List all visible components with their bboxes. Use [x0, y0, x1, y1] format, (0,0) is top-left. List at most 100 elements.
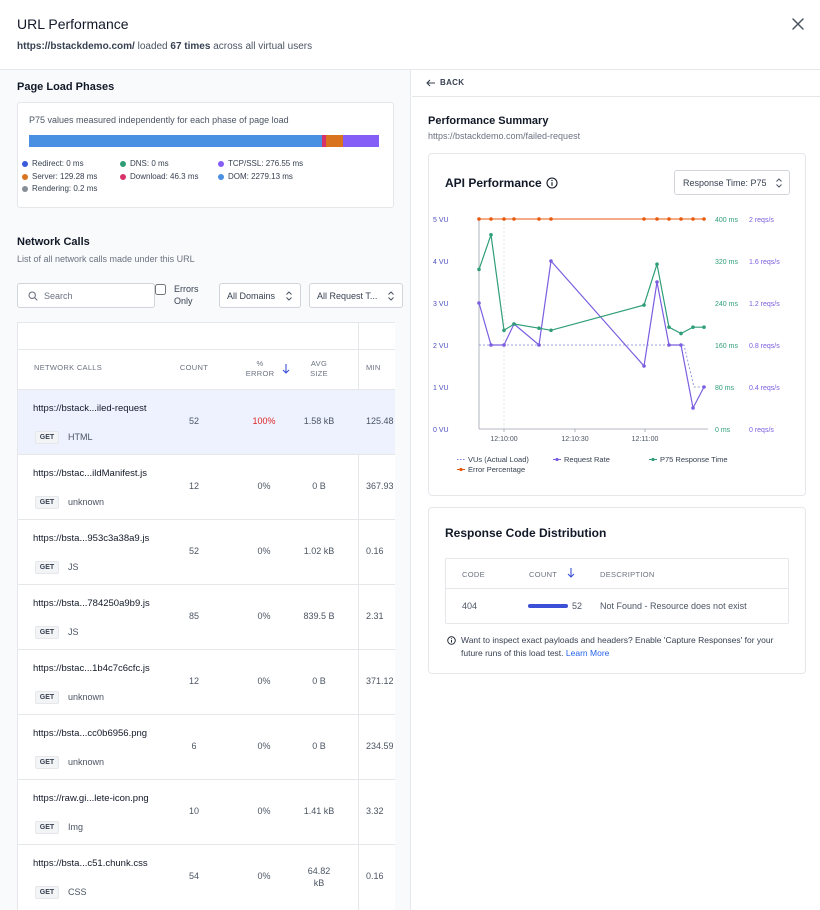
series-line-vus-actual-load- [479, 344, 704, 388]
legend-label: P75 Response Time [660, 455, 728, 464]
legend-dot [218, 173, 224, 180]
table-row[interactable]: https://bsta...c51.chunk.css GET CSS 54 0% 64… [18, 844, 395, 909]
subtitle-url: https://bstackdemo.com/ [17, 41, 135, 52]
table-row[interactable]: https://raw.gi...lete-icon.png GET Img 10 0%… [18, 779, 395, 844]
phases-card: P75 values measured independently for ea… [17, 102, 394, 208]
y-left-tick-label: 4 VU [433, 259, 449, 266]
subtitle-suffix: across all virtual users [213, 41, 313, 52]
api-performance-card: API Performance Response Time: P75 0 VU 0… [428, 153, 806, 496]
learn-more-link[interactable]: Learn More [565, 648, 610, 658]
request-type-select[interactable]: All Request T... [309, 283, 403, 308]
legend-label: Rendering: 0.2 ms [32, 184, 98, 193]
note-text: Want to inspect exact payloads and heade… [461, 635, 774, 658]
legend-label: Request Rate [564, 455, 610, 464]
close-button[interactable] [790, 16, 806, 32]
x-tick-label: 12:11:00 [632, 436, 659, 443]
phase-segment-server[interactable] [326, 135, 343, 147]
data-point [537, 343, 541, 347]
col-error-line2: ERROR [245, 369, 275, 378]
cell-count: 12 [188, 676, 199, 686]
legend-dot [120, 173, 126, 180]
method-badge: GET [35, 496, 59, 509]
cell-min: 0.16 [366, 871, 384, 881]
network-calls-table: NETWORK CALLS COUNT % ERROR AVG SIZE MIN… [17, 322, 395, 910]
cell-error: 0% [257, 871, 271, 881]
table-row[interactable]: https://bstac...1b4c7c6cfc.js GET unknown 1… [18, 649, 395, 714]
cell-error: 100% [252, 416, 276, 426]
page-title: URL Performance [17, 16, 129, 32]
call-url: https://bstack...iled-request [33, 403, 147, 414]
info-icon[interactable] [546, 177, 558, 189]
phase-segment-tcp[interactable] [343, 135, 379, 147]
search-field [17, 283, 155, 308]
phase-segment-download[interactable] [322, 135, 326, 147]
data-point [549, 328, 553, 333]
method-badge: GET [35, 886, 59, 899]
cell-count: 10 [188, 806, 199, 816]
y-mid-tick-label: 80 ms [715, 385, 735, 392]
call-url: https://raw.gi...lete-icon.png [33, 793, 149, 804]
legend-marker [459, 467, 463, 472]
errors-only-toggle[interactable]: Errors Only [155, 282, 213, 310]
sort-down-icon[interactable] [567, 567, 575, 579]
legend-server: Server: 129.28 ms [22, 172, 97, 181]
cell-min: 0.16 [366, 546, 384, 556]
legend-dns: DNS: 0 ms [120, 159, 169, 168]
sort-down-icon[interactable] [282, 363, 290, 375]
phases-description: P75 values measured independently for ea… [29, 115, 289, 125]
cell-min: 367.93 [366, 481, 394, 491]
resource-type: CSS [68, 887, 87, 897]
legend-dom: DOM: 2279.13 ms [218, 172, 293, 181]
cell-count: 54 [188, 871, 199, 881]
subtitle-count: 67 times [170, 41, 211, 52]
table-row[interactable]: https://bstac...ildManifest.js GET unknown… [18, 454, 395, 519]
chevron-updown-icon [776, 178, 782, 188]
errors-only-checkbox[interactable] [155, 284, 166, 295]
back-label: BACK [440, 78, 465, 87]
series-line-request-rate [478, 259, 705, 410]
col-code[interactable]: CODE [462, 570, 485, 579]
cell-error: 0% [257, 741, 271, 751]
data-point [537, 217, 541, 221]
left-panel: Page Load Phases P75 values measured ind… [0, 70, 411, 910]
data-point [642, 303, 646, 307]
subtitle-loaded: loaded [137, 41, 168, 52]
col-error[interactable]: % ERROR [240, 359, 280, 379]
table-row[interactable]: 404 52 Not Found - Resource does not exi… [446, 588, 788, 624]
col-min[interactable]: MIN [366, 363, 381, 372]
cell-count: 12 [188, 481, 199, 491]
col-count[interactable]: COUNT [529, 570, 558, 579]
y-right-tick-label: 0.8 reqs/s [749, 343, 780, 350]
cell-size: 0 B [312, 676, 326, 686]
legend-label: Error Percentage [468, 465, 525, 474]
table-row[interactable]: https://bsta...784250a9b9.js GET JS 85 0% 839… [18, 584, 395, 649]
data-point [702, 325, 706, 329]
call-url: https://bstac...1b4c7c6cfc.js [33, 663, 150, 674]
close-icon [792, 18, 804, 30]
col-count[interactable]: COUNT [179, 363, 209, 372]
domains-select[interactable]: All Domains [219, 283, 301, 308]
data-point [679, 217, 683, 221]
response-code-title: Response Code Distribution [445, 526, 607, 540]
data-point [642, 217, 646, 221]
col-avg-size[interactable]: AVG SIZE [304, 359, 334, 379]
col-network-calls[interactable]: NETWORK CALLS [34, 363, 103, 372]
phase-segment-dom[interactable] [29, 135, 322, 147]
col-description[interactable]: DESCRIPTION [600, 570, 655, 579]
y-left-tick-label: 0 VU [433, 427, 449, 434]
data-point [489, 217, 493, 221]
table-row[interactable]: https://bsta...953c3a38a9.js GET JS 52 0% 1.0… [18, 519, 395, 584]
table-row[interactable]: https://bsta...cc0b6956.png GET unknown 6 0%… [18, 714, 395, 779]
resource-type: HTML [68, 432, 93, 442]
back-button[interactable]: BACK [426, 78, 464, 87]
page-subtitle: https://bstackdemo.com/ loaded 67 times … [17, 41, 312, 52]
method-badge: GET [35, 431, 59, 444]
response-time-select-value: Response Time: P75 [683, 178, 767, 188]
data-point [667, 343, 671, 347]
response-time-select[interactable]: Response Time: P75 [674, 170, 790, 195]
x-tick-label: 12:10:30 [561, 436, 588, 443]
search-input[interactable] [44, 289, 148, 303]
table-row[interactable]: https://bstack...iled-request GET HTML 52 10… [18, 389, 395, 454]
y-mid-tick-label: 160 ms [715, 343, 738, 350]
data-point [691, 406, 695, 410]
